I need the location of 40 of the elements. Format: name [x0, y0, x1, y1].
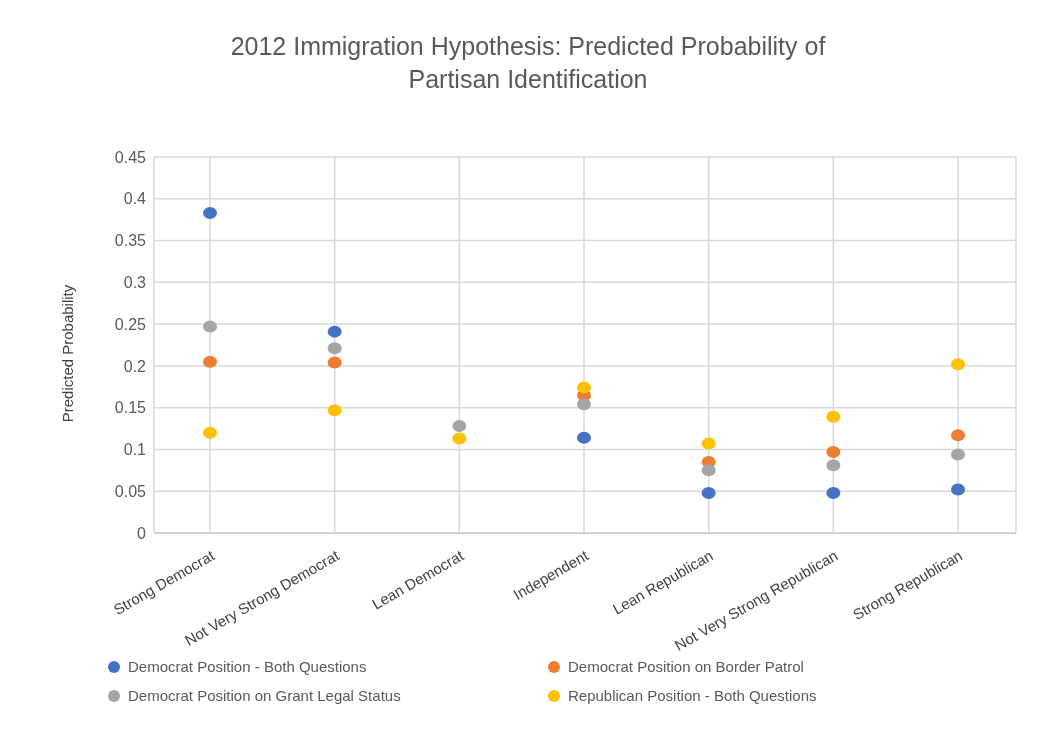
point [203, 426, 217, 439]
point [826, 445, 841, 458]
point [826, 410, 841, 423]
y-tick-label: 0.4 [123, 190, 147, 208]
point [327, 356, 342, 369]
y-tick-label: 0.1 [123, 441, 147, 459]
point [701, 437, 716, 450]
y-tick-label: 0.2 [123, 357, 147, 375]
y-tick-label: 0.25 [114, 315, 147, 333]
point [951, 429, 965, 442]
point [327, 404, 342, 417]
legend-label: Democrat Position on Grant Legal Status [128, 687, 401, 704]
point [951, 358, 965, 371]
point [203, 206, 217, 219]
point [826, 486, 841, 499]
legend-label: Democrat Position on Border Patrol [568, 658, 804, 675]
y-tick-label: 0.15 [114, 399, 147, 417]
point [701, 486, 716, 499]
point [327, 325, 342, 338]
y-tick-label: 0.45 [114, 148, 147, 166]
y-tick-label: 0 [137, 524, 147, 542]
point [577, 398, 591, 411]
chart-title: 2012 Immigration Hypothesis: Predicted Probability of Partisan Identification [229, 31, 827, 95]
point [203, 320, 217, 333]
point [327, 342, 342, 355]
y-tick-label: 0.35 [114, 232, 147, 250]
point [452, 432, 467, 445]
point [951, 448, 965, 461]
y-tick-label: 0.3 [123, 274, 147, 292]
point [203, 355, 217, 368]
point [826, 459, 841, 472]
point [577, 431, 591, 444]
point [951, 483, 965, 496]
legend-label: Republican Position - Both Questions [568, 687, 817, 704]
y-axis-title: Predicted Probability [59, 284, 77, 422]
legend-label: Democrat Position - Both Questions [128, 658, 367, 675]
point [577, 381, 591, 394]
point [452, 420, 467, 433]
point [701, 464, 716, 477]
y-tick-label: 0.05 [114, 482, 147, 500]
